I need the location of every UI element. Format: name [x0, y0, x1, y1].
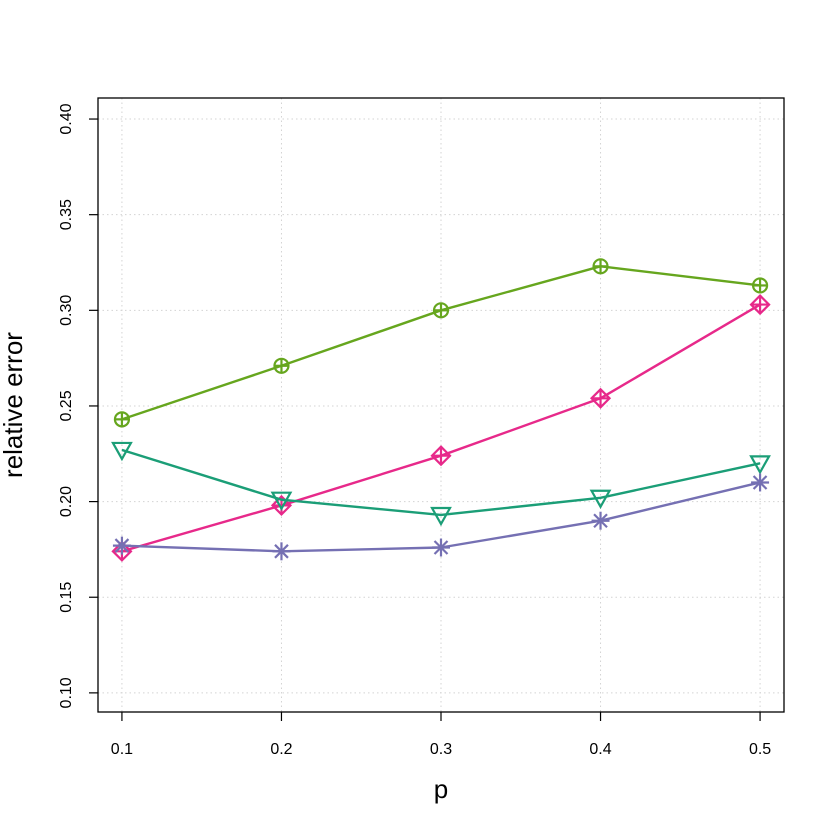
- data-point: [751, 277, 769, 294]
- x-tick-label: 0.2: [270, 741, 292, 758]
- data-point: [273, 357, 290, 374]
- marker-triangle: [430, 506, 452, 527]
- marker-stroke: [274, 544, 289, 559]
- x-tick-label: 0.4: [589, 741, 611, 758]
- data-point: [272, 542, 291, 561]
- data-point: [592, 258, 609, 275]
- series-1: [113, 258, 769, 428]
- data-point: [589, 489, 612, 510]
- x-tick-label: 0.3: [430, 741, 452, 758]
- y-tick-label: 0.10: [58, 677, 75, 708]
- data-point: [591, 511, 610, 530]
- y-tick-label: 0.30: [58, 295, 75, 326]
- data-point: [113, 411, 131, 428]
- series-4: [112, 473, 770, 561]
- marker-stroke: [752, 475, 768, 490]
- data-point: [589, 387, 612, 409]
- y-tick-label: 0.25: [58, 390, 75, 421]
- data-point: [749, 294, 771, 316]
- data-point: [430, 445, 452, 467]
- x-tick-label: 0.5: [749, 741, 771, 758]
- series-3: [111, 441, 771, 527]
- data-point: [430, 506, 452, 527]
- data-point: [751, 473, 770, 492]
- x-axis-title: p: [434, 774, 448, 804]
- data-point: [270, 491, 293, 511]
- y-axis: 0.10 0.15 0.20 0.25 0.30 0.35 0.40: [58, 103, 98, 708]
- marker-stroke: [593, 513, 608, 529]
- x-axis: 0.1 0.2 0.3 0.4 0.5: [111, 712, 771, 758]
- marker-stroke: [433, 540, 449, 555]
- data-point: [111, 441, 133, 462]
- series-layer: [111, 258, 771, 562]
- y-tick-label: 0.35: [58, 199, 75, 230]
- marker-stroke: [114, 538, 130, 553]
- y-tick-label: 0.20: [58, 486, 75, 517]
- marker-triangle: [270, 491, 293, 511]
- marker-triangle: [111, 441, 133, 462]
- data-point: [749, 455, 771, 475]
- series-line: [121, 448, 761, 517]
- data-point: [112, 536, 131, 555]
- y-tick-label: 0.15: [58, 582, 75, 613]
- marker-triangle: [589, 489, 612, 510]
- marker-triangle: [749, 455, 771, 475]
- y-axis-title: relative error: [0, 332, 28, 478]
- y-tick-label: 0.40: [58, 103, 75, 134]
- x-tick-label: 0.1: [111, 741, 133, 758]
- data-point: [432, 538, 450, 557]
- data-point: [432, 302, 450, 319]
